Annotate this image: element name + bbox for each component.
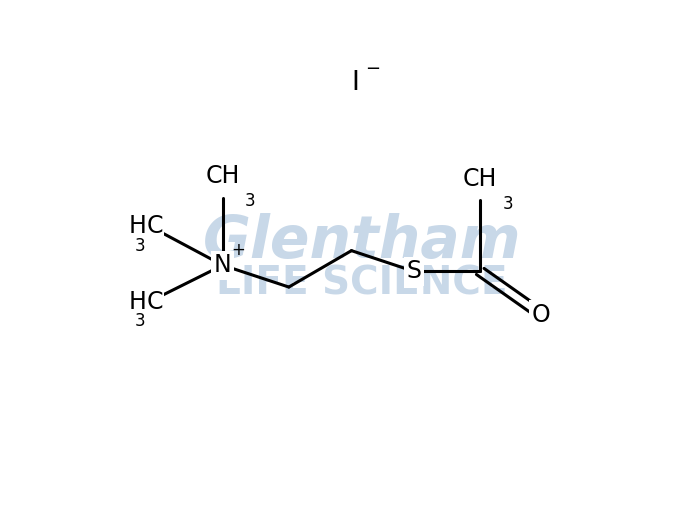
Text: C: C: [146, 214, 163, 238]
Text: H: H: [128, 214, 146, 238]
Text: 3: 3: [135, 237, 145, 255]
Text: S: S: [406, 259, 422, 283]
Text: 3: 3: [135, 312, 145, 330]
Text: Glentham: Glentham: [203, 213, 521, 270]
Text: 3: 3: [503, 195, 513, 213]
Text: 3: 3: [245, 192, 255, 211]
Text: CH: CH: [205, 164, 240, 188]
Text: C: C: [146, 290, 163, 314]
Text: O: O: [532, 303, 551, 327]
Text: −: −: [365, 60, 380, 77]
Text: I: I: [351, 70, 359, 96]
Text: LIFE SCIENCE: LIFE SCIENCE: [216, 264, 507, 303]
Text: +: +: [231, 241, 245, 258]
Text: H: H: [128, 290, 146, 314]
Text: CH: CH: [463, 167, 498, 191]
Text: N: N: [214, 253, 232, 277]
